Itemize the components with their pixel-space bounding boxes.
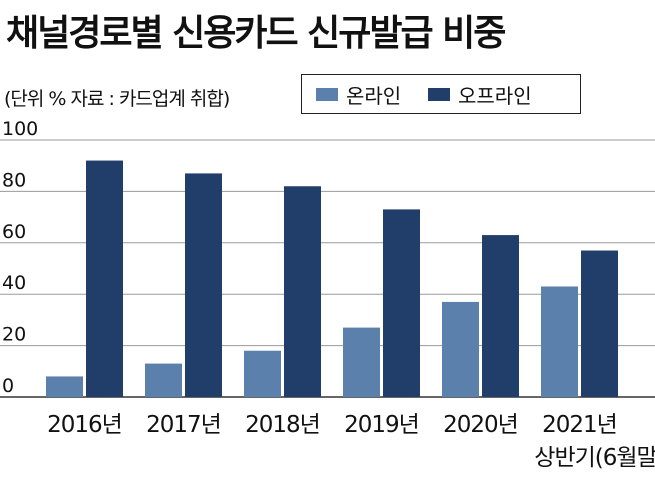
bar-offline: [185, 173, 222, 397]
y-tick-label: 40: [2, 272, 26, 294]
legend-swatch-offline: [428, 87, 450, 101]
bar-offline: [284, 186, 321, 397]
legend-label-offline: 오프라인: [458, 83, 532, 108]
y-tick-label: 20: [2, 324, 26, 346]
bar-online: [442, 301, 479, 397]
bar-online: [343, 327, 380, 397]
y-tick-label: 100: [2, 118, 38, 140]
y-tick-label: 80: [2, 169, 26, 191]
y-tick-label: 60: [2, 221, 26, 243]
bar-online: [145, 363, 182, 397]
y-tick-label: 0: [2, 375, 14, 397]
bar-offline: [482, 235, 519, 397]
x-tick-label: 2016년: [47, 412, 122, 438]
legend: 온라인 오프라인: [301, 74, 581, 114]
bar-online: [46, 376, 83, 397]
bar-offline: [86, 160, 123, 397]
legend-label-online: 온라인: [346, 83, 402, 108]
bar-offline: [383, 209, 420, 397]
chart-subtitle: (단위 % 자료 : 카드업계 취합): [4, 88, 230, 110]
bar-online: [244, 350, 281, 397]
legend-swatch-online: [316, 87, 338, 101]
x-tick-label: 2018년: [245, 412, 320, 438]
x-tick-label: 2021년: [542, 412, 617, 438]
bar-offline: [581, 250, 618, 397]
x-tick-label: 2017년: [146, 412, 221, 438]
chart-title: 채널경로별 신용카드 신규발급 비중: [6, 13, 506, 54]
x-tick-label: 2019년: [344, 412, 419, 438]
legend-item-online: 온라인: [316, 84, 401, 108]
bar-online: [541, 286, 578, 397]
x-tick-sublabel: 상반기(6월말): [534, 445, 655, 471]
x-tick-label: 2020년: [443, 412, 518, 438]
legend-item-offline: 오프라인: [428, 84, 532, 108]
